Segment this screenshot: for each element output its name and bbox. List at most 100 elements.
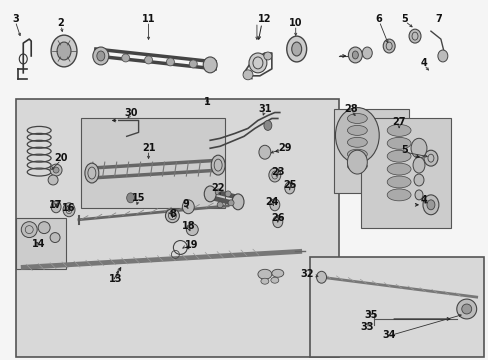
Text: 25: 25 (283, 180, 296, 190)
Text: 4: 4 (420, 195, 427, 205)
Text: 14: 14 (32, 239, 46, 248)
Text: 16: 16 (62, 203, 76, 213)
Ellipse shape (426, 200, 434, 210)
Text: 33: 33 (360, 322, 373, 332)
Ellipse shape (264, 121, 271, 130)
Ellipse shape (346, 149, 366, 159)
Text: 21: 21 (142, 143, 155, 153)
Ellipse shape (243, 70, 252, 80)
Ellipse shape (261, 278, 268, 284)
Text: 1: 1 (203, 96, 210, 107)
Ellipse shape (461, 304, 471, 314)
Text: 27: 27 (391, 117, 405, 127)
Ellipse shape (386, 150, 410, 162)
Ellipse shape (166, 58, 174, 66)
Ellipse shape (217, 202, 223, 208)
Text: 3: 3 (12, 14, 19, 24)
Ellipse shape (85, 163, 99, 183)
Text: 34: 34 (382, 330, 395, 340)
Ellipse shape (352, 51, 358, 59)
Ellipse shape (346, 125, 366, 135)
Ellipse shape (53, 167, 59, 173)
Ellipse shape (50, 233, 60, 243)
Ellipse shape (413, 174, 423, 186)
Ellipse shape (204, 186, 216, 202)
Text: 2: 2 (58, 18, 64, 28)
Text: 11: 11 (142, 14, 155, 24)
Bar (309, 257, 483, 357)
Ellipse shape (386, 189, 410, 201)
Text: 4: 4 (420, 58, 427, 68)
Ellipse shape (386, 125, 410, 136)
Ellipse shape (248, 53, 266, 73)
Ellipse shape (284, 182, 294, 194)
Bar (361, 118, 450, 228)
Ellipse shape (269, 199, 279, 211)
Ellipse shape (50, 164, 62, 176)
Text: 19: 19 (185, 240, 199, 251)
Text: 10: 10 (288, 18, 302, 28)
Ellipse shape (93, 47, 108, 65)
Text: 8: 8 (169, 209, 176, 219)
Ellipse shape (227, 200, 234, 206)
Text: 13: 13 (109, 274, 122, 284)
Ellipse shape (410, 138, 426, 158)
Ellipse shape (291, 42, 301, 56)
Text: 31: 31 (258, 104, 271, 113)
Ellipse shape (456, 299, 476, 319)
Ellipse shape (362, 47, 371, 59)
Ellipse shape (258, 145, 270, 159)
Ellipse shape (346, 113, 366, 123)
Ellipse shape (270, 277, 278, 283)
Ellipse shape (97, 51, 104, 61)
Ellipse shape (346, 150, 366, 174)
Text: 15: 15 (132, 193, 145, 203)
Ellipse shape (51, 201, 61, 213)
Ellipse shape (126, 193, 134, 203)
Ellipse shape (272, 216, 282, 228)
Ellipse shape (386, 176, 410, 188)
Text: 5: 5 (401, 14, 407, 24)
Ellipse shape (186, 224, 198, 235)
Ellipse shape (257, 269, 271, 279)
Ellipse shape (437, 50, 447, 62)
Ellipse shape (182, 200, 194, 214)
Text: 5: 5 (401, 145, 407, 155)
Ellipse shape (57, 42, 71, 60)
Ellipse shape (408, 29, 420, 43)
Text: 18: 18 (181, 221, 195, 231)
Ellipse shape (224, 191, 231, 197)
Bar (81, 118, 224, 208)
Ellipse shape (211, 155, 224, 175)
Ellipse shape (412, 157, 424, 173)
Text: 24: 24 (264, 197, 278, 207)
Ellipse shape (386, 163, 410, 175)
Ellipse shape (335, 108, 379, 163)
Ellipse shape (232, 194, 244, 210)
Text: 28: 28 (344, 104, 358, 113)
Ellipse shape (268, 168, 280, 182)
Text: 9: 9 (183, 199, 189, 209)
Ellipse shape (63, 203, 75, 217)
Ellipse shape (48, 175, 58, 185)
Ellipse shape (165, 209, 179, 223)
Ellipse shape (414, 190, 422, 200)
Text: 23: 23 (270, 167, 284, 177)
Ellipse shape (189, 60, 197, 68)
Text: 32: 32 (300, 269, 313, 279)
Ellipse shape (286, 36, 306, 62)
Ellipse shape (21, 222, 37, 238)
Text: 12: 12 (257, 14, 271, 24)
Text: 20: 20 (54, 153, 68, 163)
Ellipse shape (51, 35, 77, 67)
Ellipse shape (122, 54, 129, 62)
Text: 7: 7 (435, 14, 441, 24)
Ellipse shape (264, 52, 271, 60)
Text: 29: 29 (277, 143, 291, 153)
Bar (16, 218, 66, 269)
Text: 30: 30 (123, 108, 137, 117)
Text: 6: 6 (375, 14, 382, 24)
Ellipse shape (38, 222, 50, 234)
Bar (334, 109, 408, 193)
Ellipse shape (383, 39, 394, 53)
